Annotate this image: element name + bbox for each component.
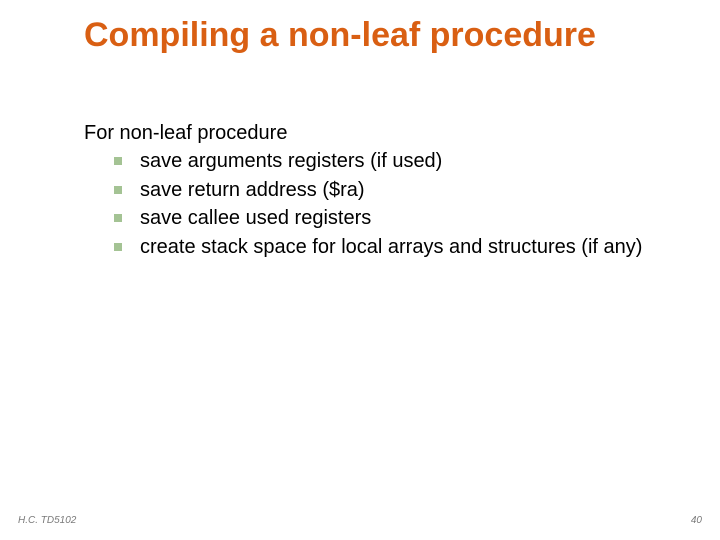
list-item: save return address ($ra) [114,178,680,204]
bullet-icon [114,214,122,222]
bullet-icon [114,186,122,194]
intro-text: For non-leaf procedure [84,122,680,145]
slide-body: For non-leaf procedure save arguments re… [84,122,680,263]
list-item: create stack space for local arrays and … [114,235,680,261]
list-item-text: save return address ($ra) [140,179,365,201]
bullet-icon [114,243,122,251]
list-item-text: save arguments registers (if used) [140,150,442,172]
slide-title: Compiling a non-leaf procedure [84,18,680,54]
list-item: save arguments registers (if used) [114,149,680,175]
list-item-text: create stack space for local arrays and … [140,236,642,258]
bullet-icon [114,157,122,165]
footer-page-number: 40 [691,515,702,526]
list-item-text: save callee used registers [140,207,371,229]
list-item: save callee used registers [114,206,680,232]
bullet-list: save arguments registers (if used) save … [84,149,680,260]
footer-left: H.C. TD5102 [18,515,76,526]
